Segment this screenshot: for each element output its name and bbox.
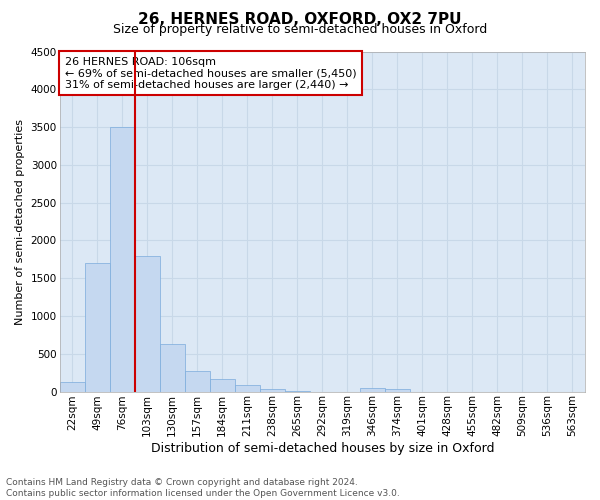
Text: Size of property relative to semi-detached houses in Oxford: Size of property relative to semi-detach… — [113, 22, 487, 36]
Bar — [210, 380, 235, 392]
Bar — [85, 263, 110, 392]
Bar — [260, 390, 285, 392]
Bar — [160, 344, 185, 392]
X-axis label: Distribution of semi-detached houses by size in Oxford: Distribution of semi-detached houses by … — [151, 442, 494, 455]
Bar — [59, 382, 85, 392]
Bar — [360, 388, 385, 392]
Text: 26, HERNES ROAD, OXFORD, OX2 7PU: 26, HERNES ROAD, OXFORD, OX2 7PU — [138, 12, 462, 28]
Bar — [235, 384, 260, 392]
Bar — [385, 390, 410, 392]
Bar — [134, 256, 160, 392]
Bar — [185, 371, 210, 392]
Bar — [110, 127, 134, 392]
Text: Contains HM Land Registry data © Crown copyright and database right 2024.
Contai: Contains HM Land Registry data © Crown c… — [6, 478, 400, 498]
Y-axis label: Number of semi-detached properties: Number of semi-detached properties — [15, 118, 25, 324]
Text: 26 HERNES ROAD: 106sqm
← 69% of semi-detached houses are smaller (5,450)
31% of : 26 HERNES ROAD: 106sqm ← 69% of semi-det… — [65, 56, 356, 90]
